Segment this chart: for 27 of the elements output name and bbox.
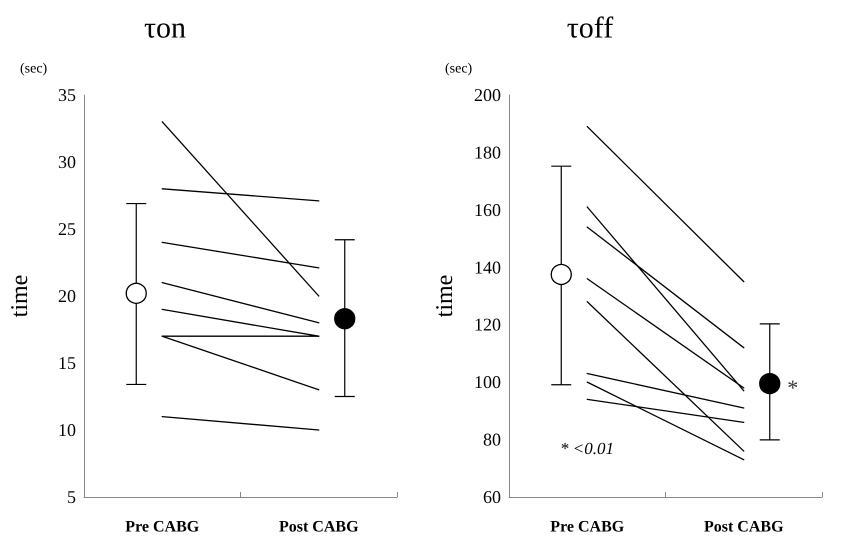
y-tick-label: 60 [483, 487, 501, 507]
y-axis-title: time [432, 274, 458, 318]
y-tick-label: 15 [58, 353, 76, 373]
text: (sec) [20, 62, 48, 76]
y-tick-label: 140 [474, 257, 501, 278]
x-tick-label: Post CABG [278, 518, 360, 536]
y-tick-label: 80 [483, 430, 501, 450]
y-tick-label: 10 [58, 420, 76, 440]
text: (sec) [445, 62, 473, 76]
y-tick-label: 5 [67, 487, 76, 507]
x-tick-label: Pre CABG [125, 518, 200, 536]
annotation: * [787, 375, 798, 400]
annotation: * <0.01 [560, 439, 614, 458]
y-tick-label: 100 [474, 372, 501, 392]
y-tick-label: 30 [58, 152, 76, 172]
x-tick-label: Pre CABG [550, 518, 625, 536]
y-tick-label: 20 [58, 286, 76, 306]
y-tick-label: 200 [474, 85, 501, 105]
y-tick-label: 25 [58, 219, 76, 239]
y-tick-label: 160 [474, 200, 501, 220]
y-tick-label: 120 [474, 314, 501, 335]
chart-title: τon [144, 12, 186, 44]
y-tick-label: 35 [58, 85, 76, 105]
x-tick-label: Post CABG [704, 518, 784, 536]
chart-title: τoff [566, 12, 614, 44]
y-tick-label: 180 [474, 142, 501, 162]
y-axis-title: time [7, 274, 33, 318]
